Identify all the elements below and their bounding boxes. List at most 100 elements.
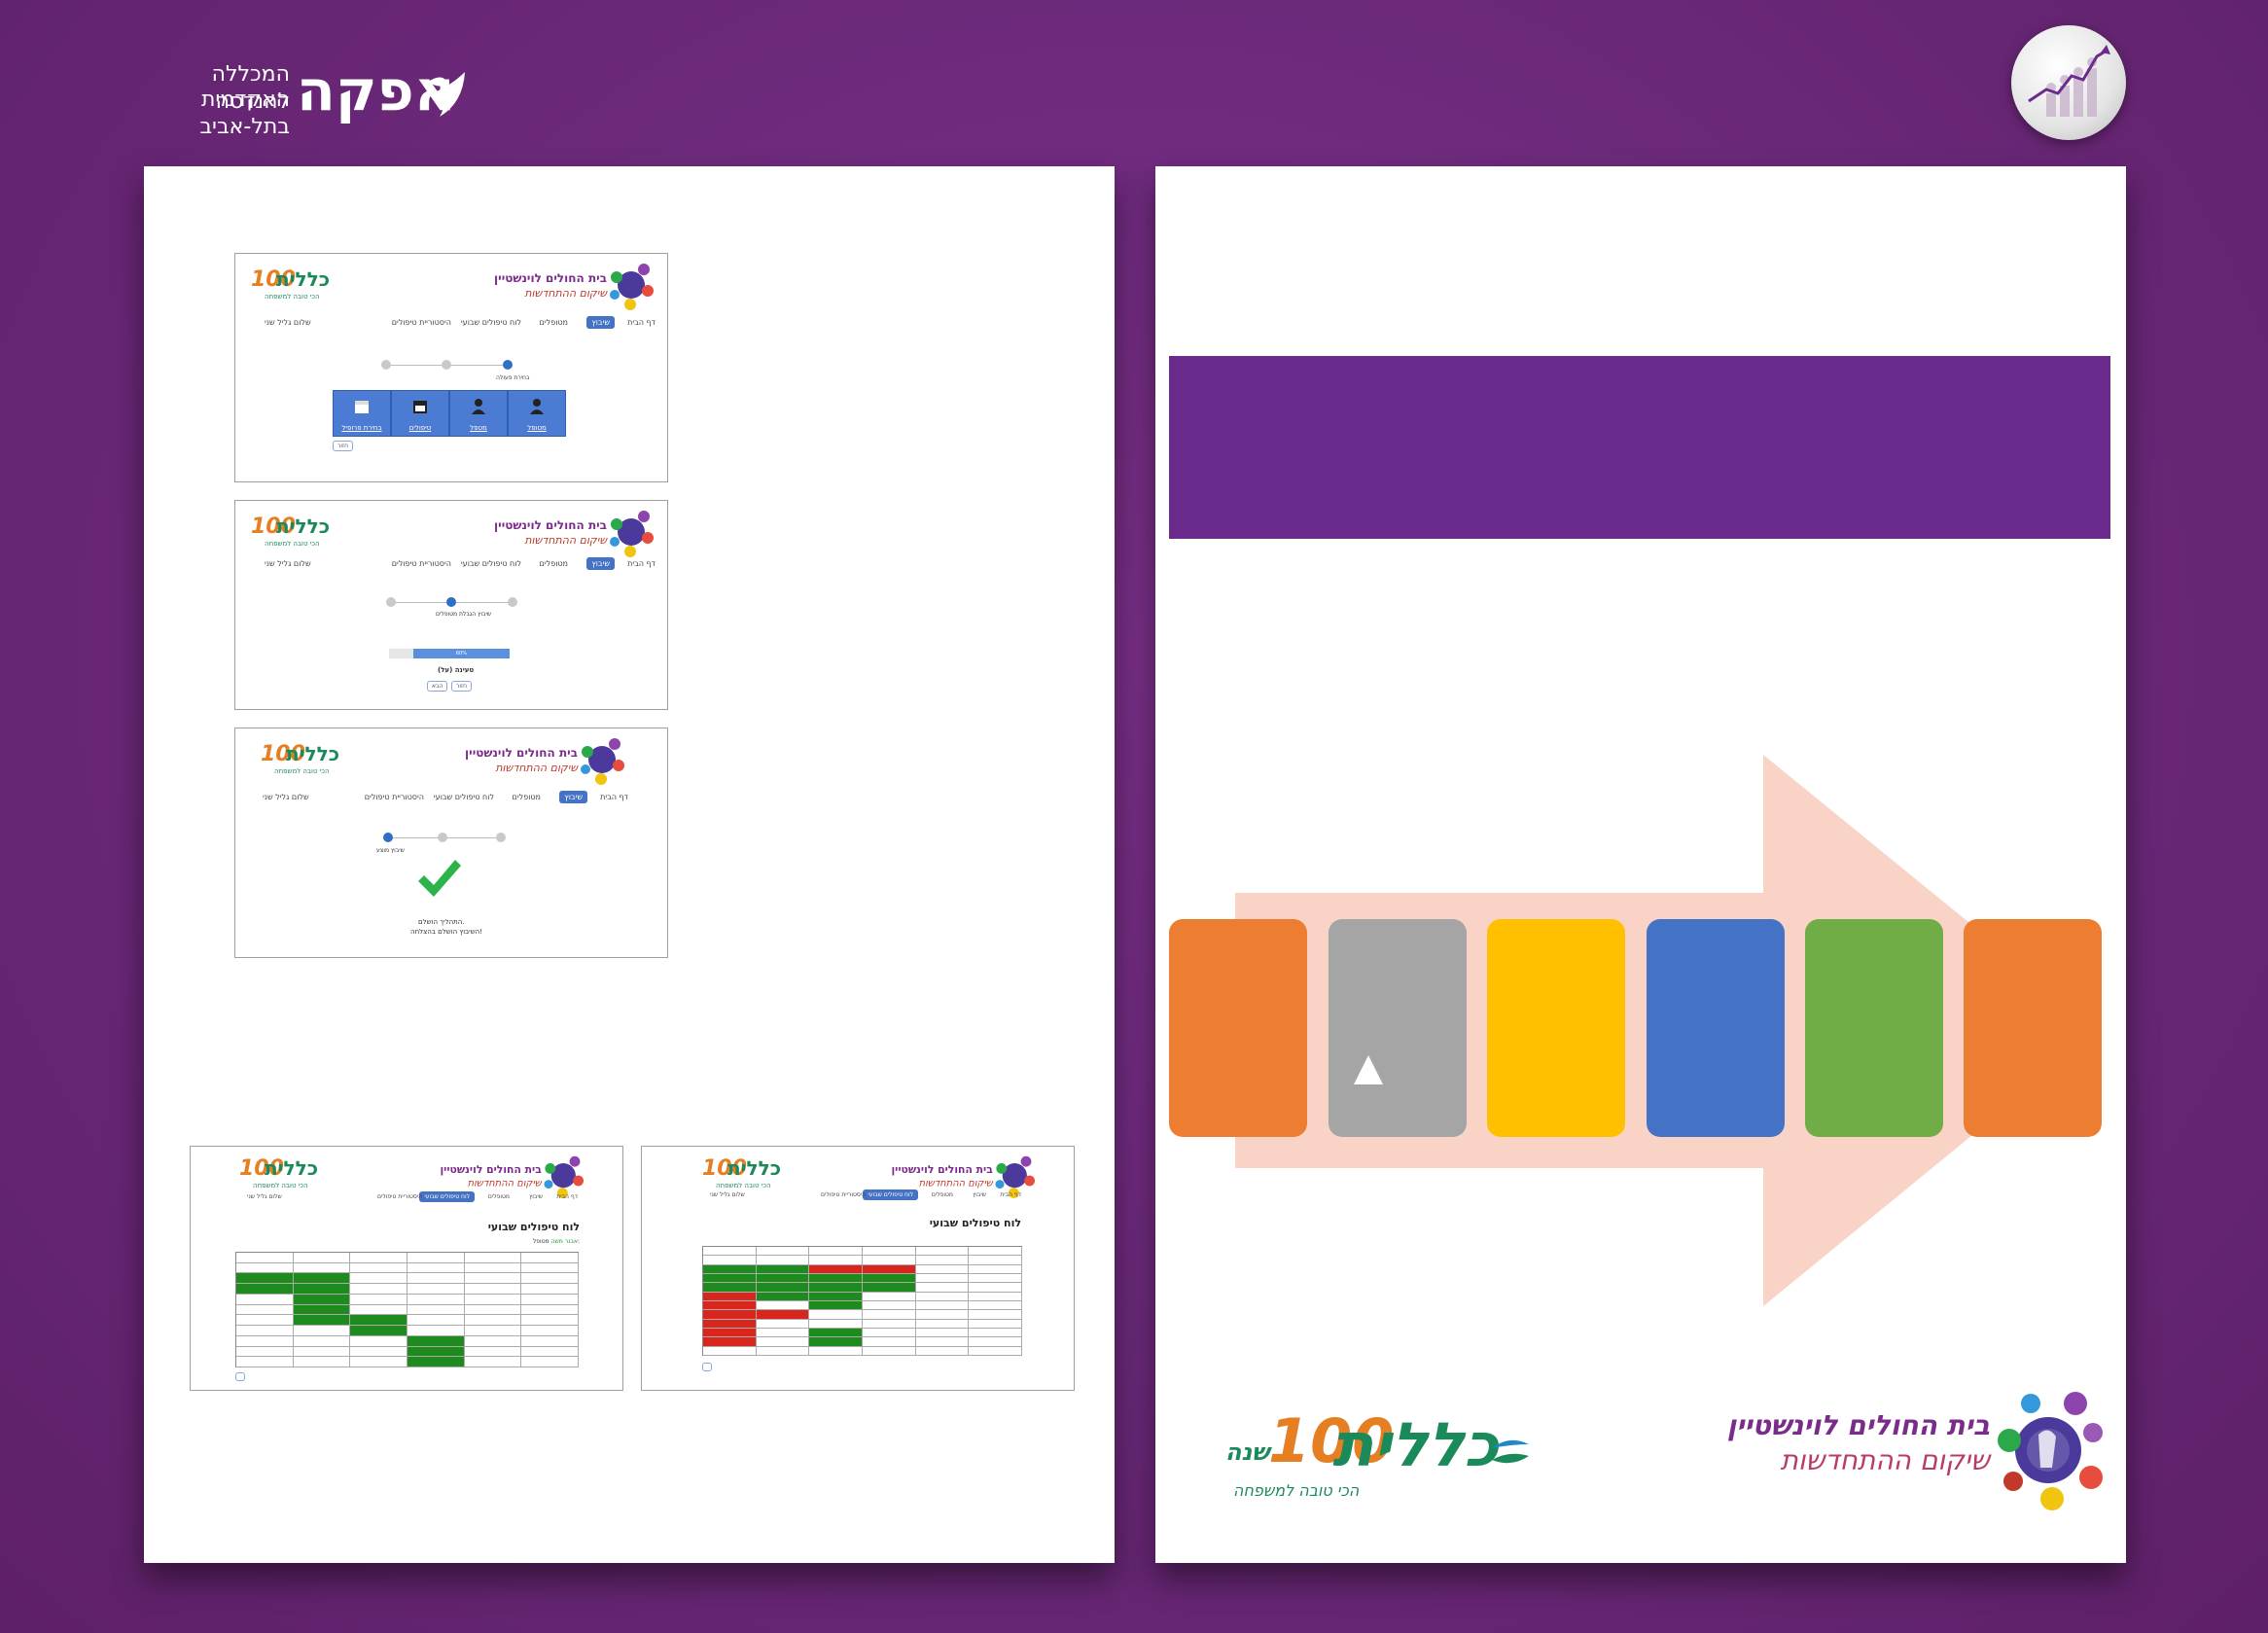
calendar-patient: אבנר משה מטופל:	[533, 1238, 580, 1245]
clalit-logo-large: שנה 100 כללית הכי טובה למשפחה	[1225, 1405, 1529, 1510]
hospital-logo: בית החולים לוינשטיין שיקום ההתחדשות	[440, 1154, 584, 1203]
step-dot	[438, 833, 447, 842]
calendar-cell	[293, 1294, 351, 1305]
nav-history[interactable]: היסטוריית טיפולים	[391, 318, 451, 327]
hospital-slogan: שיקום ההתחדשות	[524, 287, 607, 300]
nav-history[interactable]: היסטוריית טיפולים	[391, 559, 451, 568]
calendar-cell	[293, 1262, 351, 1274]
calendar-cell	[464, 1273, 522, 1285]
nav-therapists[interactable]: מטופלים	[487, 1193, 510, 1200]
tile-profile[interactable]: בחירת פרופיל	[333, 390, 391, 437]
calendar-cell	[521, 1357, 579, 1367]
tile-treatments[interactable]: טיפולים	[391, 390, 449, 437]
step-dot	[442, 360, 451, 370]
calendar-cell	[350, 1273, 408, 1285]
hospital-slogan: שיקום ההתחדשות	[918, 1177, 993, 1189]
calendar-cell	[408, 1326, 465, 1336]
back-button[interactable]: ​	[702, 1363, 712, 1371]
calendar-cell	[809, 1273, 863, 1284]
calendar-cell	[863, 1256, 916, 1265]
nav-appointment[interactable]: שיבוץ	[973, 1191, 986, 1198]
calendar-header-cell	[236, 1253, 294, 1263]
calendar-cell	[756, 1337, 810, 1347]
nav-weekly[interactable]: לוח טיפולים שבועי	[460, 318, 521, 327]
tile-label: בחירת פרופיל	[341, 424, 382, 432]
hospital-slogan: שיקום ההתחדשות	[467, 1177, 542, 1189]
clalit-logo: 100 כללית הכי טובה למשפחה	[259, 742, 375, 781]
stepper	[383, 832, 508, 845]
calendar-cell	[521, 1335, 579, 1347]
tile-patient[interactable]: מטופל	[508, 390, 566, 437]
tile-therapist[interactable]: מטפל	[449, 390, 508, 437]
loading-caption: טעינה (על)	[438, 666, 475, 674]
nav-weekly[interactable]: לוח טיפולים שבועי	[460, 559, 521, 568]
next-button[interactable]: הבא	[427, 681, 448, 692]
clalit-slogan: הכי טובה למשפחה	[253, 1182, 308, 1189]
nav-appointment[interactable]: שיבוץ	[529, 1193, 543, 1200]
nav-therapists[interactable]: מטופלים	[931, 1191, 953, 1198]
nav-home[interactable]: דף הבית	[1000, 1191, 1021, 1198]
calendar-cell	[350, 1335, 408, 1347]
nav-weekly[interactable]: לוח טיפולים שבועי	[419, 1191, 475, 1202]
calendar-cell	[809, 1319, 863, 1329]
nav-weekly[interactable]: לוח טיפולים שבועי	[433, 793, 494, 801]
calendar-header-cell	[969, 1247, 1022, 1257]
calendar-header-cell	[756, 1247, 810, 1257]
nav-therapists[interactable]: מטופלים	[512, 793, 541, 801]
calendar-cell	[863, 1292, 916, 1301]
back-button[interactable]: חזור	[333, 441, 354, 451]
calendar-cell	[809, 1310, 863, 1320]
nav-greeting: שלום גליל שני	[247, 1193, 282, 1200]
nav-home[interactable]: דף הבית	[627, 318, 656, 327]
calendar-cell	[464, 1294, 522, 1305]
calendar-cell	[236, 1294, 294, 1305]
calendar-cell	[756, 1328, 810, 1338]
nav-home[interactable]: דף הבית	[627, 559, 656, 568]
afeka-subtitle-2: להנדסה בתל-אביב	[199, 89, 290, 139]
nav-therapists[interactable]: מטופלים	[539, 318, 568, 327]
nav-weekly[interactable]: לוח טיפולים שבועי	[863, 1189, 918, 1200]
process-block-5	[1805, 919, 1943, 1137]
clalit-word: כללית	[276, 515, 331, 538]
step-dot	[381, 360, 391, 370]
calendar-cell	[350, 1304, 408, 1316]
nav-appointment[interactable]: שיבוץ	[586, 316, 615, 329]
hospital-flower-icon	[610, 511, 654, 557]
nav-home[interactable]: דף הבית	[556, 1193, 578, 1200]
calendar-cell	[408, 1273, 465, 1285]
nav-greeting: שלום גליל שני	[265, 559, 311, 568]
screenshot-success: בית החולים לוינשטיין שיקום ההתחדשות 100 …	[234, 728, 668, 958]
back-button[interactable]: ​	[235, 1372, 245, 1381]
hospital-slogan: שיקום ההתחדשות	[495, 762, 578, 774]
nav-appointment[interactable]: שיבוץ	[559, 791, 587, 803]
calendar-cell	[350, 1262, 408, 1274]
calendar-cell	[915, 1328, 970, 1338]
calendar-cell	[915, 1310, 970, 1320]
hospital-flower-icon	[581, 738, 624, 785]
nav-history[interactable]: היסטוריית טיפולים	[364, 793, 424, 801]
calendar-cell	[703, 1273, 757, 1284]
calendar-cell	[464, 1304, 522, 1316]
clalit-100: 100	[261, 742, 305, 766]
calendar-cell	[756, 1264, 810, 1274]
clalit-logo: 100 כללית הכי טובה למשפחה	[249, 267, 366, 306]
calendar-header-cell	[293, 1253, 351, 1263]
clalit-slogan: הכי טובה למשפחה	[1233, 1481, 1360, 1500]
calendar-cell	[236, 1284, 294, 1295]
nav-appointment[interactable]: שיבוץ	[586, 557, 615, 570]
nav-history[interactable]: היסטוריית טיפולים	[377, 1193, 422, 1200]
calendar-cell	[521, 1273, 579, 1285]
nav-therapists[interactable]: מטופלים	[539, 559, 568, 568]
calendar-cell	[863, 1310, 916, 1320]
calendar-cell	[236, 1304, 294, 1316]
calendar-header-cell	[350, 1253, 408, 1263]
nav-home[interactable]: דף הבית	[600, 793, 628, 801]
back-button[interactable]: חזור	[451, 681, 473, 692]
hospital-name: בית החולים לוינשטיין	[494, 518, 607, 532]
calendar-cell	[703, 1264, 757, 1274]
hospital-name: בית החולים לוינשטיין	[440, 1163, 542, 1176]
nav-history[interactable]: היסטוריית טיפולים	[821, 1191, 866, 1198]
calendar-grid	[235, 1252, 579, 1367]
calendar-cell	[703, 1283, 757, 1293]
calendar-cell	[350, 1294, 408, 1305]
